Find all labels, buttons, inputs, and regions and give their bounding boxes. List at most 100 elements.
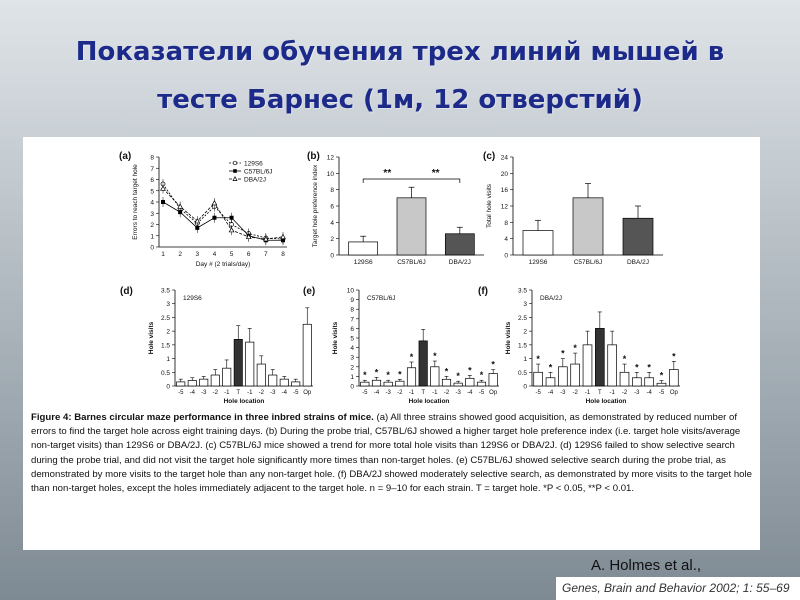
panel-c-y-tick-label: 16 [501,187,509,194]
panel-e-bar [371,379,382,387]
panel-f-bar [545,377,556,387]
panel-d-bar [256,363,266,387]
panel-b-x-tick-label: DBA/2J [449,259,471,266]
panel-f-x-tick-label: -1 [609,390,615,396]
panel-f-bar [619,371,630,387]
panel-c-y-tick-label: 24 [501,155,509,162]
panel-f-label: (f) [478,286,488,297]
panel-e-bar [430,366,440,387]
panel-d-y-tick-label: 2 [166,329,170,336]
panel-a-point [245,233,252,240]
panel-a-series-line [162,188,284,240]
panel-e-x-tick-label: -3 [385,390,391,396]
panel-d-x-tick-label: -4 [190,390,196,396]
panel-f-x-tick-label: -4 [646,390,652,396]
panel-b-y-tick-label: 10 [327,171,335,178]
panel-a-x-tick-label: 2 [178,251,182,258]
panel-f-significance-star: * [536,354,540,364]
panel-f-strain-label: DBA/2J [540,295,562,302]
panel-a-point [195,225,200,230]
panel-f-y-tick-label: 0.5 [518,370,527,377]
panel-a-y-tick-label: 7 [150,166,154,173]
panel-e-y-tick-label: 3 [350,355,354,362]
panel-e-significance-star: * [480,370,484,380]
panel-e-y-tick-label: 1 [350,374,354,381]
panel-d-x-tick-label: -2 [213,390,219,396]
panel-e: (e) 0 1 2 3 4 5 6 7 8 9 10 * -5 * -4 * -3 * -2 * -1 T * -1 * -2 * -3… [303,286,499,405]
panel-e-x-tick-label: -2 [444,390,450,396]
panel-c-y-tick-label: 12 [501,204,509,211]
figure-caption-text: (a) All three strains showed good acquis… [31,412,752,495]
panel-c-ylabel: Total hole visits [486,183,493,228]
panel-e-y-tick-label: 8 [350,307,354,314]
panel-d-x-tick-label: -1 [224,390,230,396]
panel-f-significance-star: * [647,362,651,372]
panel-e-x-tick-label: -5 [362,390,368,396]
panel-b-y-tick-label: 0 [330,253,334,260]
panel-c-bar [522,230,554,256]
panel-a-xlabel: Day # (2 trials/day) [196,261,251,268]
panel-c-y-tick-label: 0 [504,253,508,260]
slide-title: Показатели обучения трех линий мышей в т… [0,28,800,124]
figure-caption: Figure 4: Barnes circular maze performan… [31,411,753,496]
panel-e-significance-star: * [410,352,414,362]
panel-d-y-tick-label: 3.5 [161,288,170,295]
panel-b-label: (b) [307,151,320,162]
figure-label: Figure 4: [31,412,72,423]
panel-e-bar [406,367,417,387]
panel-e-significance-star: * [363,370,367,380]
panel-c-bar [572,197,604,256]
panel-e-y-tick-label: 4 [350,345,354,352]
panel-c-y-tick-label: 4 [504,236,508,243]
panel-f-y-tick-label: 1.5 [518,342,527,349]
panel-c-x-tick-label: 129S6 [529,259,548,266]
panel-e-bar [453,382,463,387]
panel-a-point [161,200,165,204]
panel-a-ylabel: Errors to reach target hole [132,164,139,240]
panel-d-bar [199,378,209,387]
panel-a-label: (a) [119,151,131,162]
panel-f-bar [669,369,679,387]
panel-f-significance-star: * [672,351,676,361]
panel-a-x-tick-label: 3 [195,251,199,258]
panel-d-bar [222,367,232,387]
panel-d-bar [176,381,186,387]
panel-f-y-tick-label: 3 [523,301,527,308]
journal-reference: Genes, Brain and Behavior 2002; 1: 55–69 [556,577,800,600]
panel-d-x-tick-label: -4 [282,390,288,396]
panel-d-x-tick-label: -1 [247,390,253,396]
panel-e-x-tick-label: -2 [397,390,403,396]
panel-a-y-tick-label: 5 [150,188,154,195]
panel-e-y-tick-label: 9 [350,297,354,304]
panel-f-x-tick-label: -5 [659,390,665,396]
panel-e-bar [395,380,405,387]
panel-d-y-tick-label: 0 [166,384,170,391]
panel-b-bar [348,241,379,256]
panel-d-x-tick-label: -5 [293,390,299,396]
panel-f-bar [582,344,593,387]
panel-f-bar [533,371,543,387]
panel-a-series-line [162,201,283,241]
panel-b-ylabel: Target hole preference index [312,164,319,247]
panel-a-x-tick-label: 8 [281,251,285,258]
panel-d-x-tick-label: T [236,390,240,396]
panel-f-y-tick-label: 1 [523,356,527,363]
panel-a-x-tick-label: 4 [213,251,217,258]
panel-c-label: (c) [483,151,495,162]
panel-b-bar [396,197,427,256]
panel-e-y-tick-label: 10 [347,288,355,295]
panel-f-significance-star: * [573,343,577,353]
panel-b-bracket [362,178,412,183]
panel-f-y-tick-label: 2 [523,329,527,336]
panel-f-x-tick-label: T [598,390,602,396]
panel-b-y-tick-label: 2 [330,236,334,243]
panel-a-point [211,199,218,206]
panel-f-bar [607,344,617,387]
panel-e-significance-star: * [445,366,449,376]
panel-f-significance-star: * [623,354,627,364]
panel-f-x-tick-label: -3 [560,390,566,396]
panel-a-point [178,210,183,215]
panel-d-x-tick-label: -2 [259,390,265,396]
panel-b-bracket [411,178,461,183]
panel-e-x-tick-label: Op [489,390,498,396]
